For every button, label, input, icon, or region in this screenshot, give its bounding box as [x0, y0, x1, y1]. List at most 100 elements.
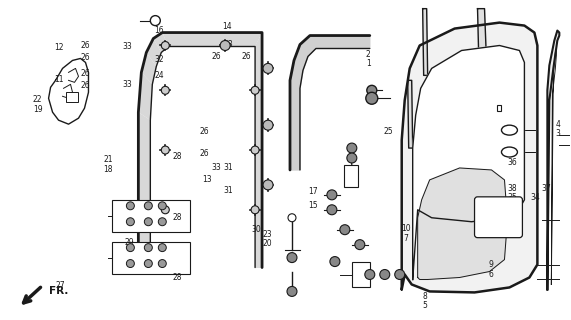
- Bar: [352, 261, 370, 287]
- Polygon shape: [138, 112, 150, 268]
- Text: 25: 25: [383, 127, 393, 136]
- Polygon shape: [548, 31, 560, 289]
- Polygon shape: [154, 33, 168, 52]
- Circle shape: [251, 146, 259, 154]
- Text: 26: 26: [80, 81, 90, 90]
- Text: 13: 13: [202, 175, 212, 184]
- Text: 3: 3: [556, 129, 560, 138]
- Circle shape: [340, 225, 350, 235]
- FancyBboxPatch shape: [475, 197, 522, 238]
- Text: 36: 36: [507, 158, 517, 167]
- Polygon shape: [138, 72, 152, 120]
- Text: 28: 28: [172, 152, 182, 161]
- Text: 26: 26: [80, 53, 90, 62]
- Text: 23: 23: [263, 230, 272, 239]
- Circle shape: [161, 42, 169, 50]
- Text: 33: 33: [122, 80, 132, 89]
- Circle shape: [126, 218, 134, 226]
- Text: 26: 26: [200, 149, 210, 158]
- Text: 35: 35: [507, 193, 517, 202]
- Circle shape: [161, 86, 169, 94]
- Text: 28: 28: [172, 273, 182, 282]
- Text: 9: 9: [488, 260, 493, 269]
- Text: 39: 39: [507, 148, 517, 157]
- Text: 37: 37: [541, 184, 551, 193]
- Text: 31: 31: [224, 163, 234, 172]
- Text: 31: 31: [224, 186, 234, 195]
- Text: 34: 34: [530, 193, 540, 202]
- Circle shape: [288, 214, 296, 222]
- Polygon shape: [142, 52, 156, 84]
- Circle shape: [330, 257, 340, 267]
- Text: 32: 32: [154, 55, 164, 64]
- Text: 33: 33: [211, 163, 221, 172]
- Circle shape: [161, 206, 169, 214]
- Polygon shape: [477, 9, 488, 88]
- Text: 29: 29: [124, 238, 134, 247]
- Text: 28: 28: [172, 213, 182, 222]
- Circle shape: [158, 202, 166, 210]
- Circle shape: [365, 269, 375, 279]
- Circle shape: [355, 240, 365, 250]
- Circle shape: [220, 41, 230, 51]
- Text: 26: 26: [211, 52, 221, 61]
- Polygon shape: [413, 45, 524, 279]
- Polygon shape: [423, 9, 428, 76]
- Text: 19: 19: [33, 105, 42, 114]
- Text: 16: 16: [154, 26, 164, 35]
- Circle shape: [287, 252, 297, 262]
- Text: 21: 21: [103, 156, 112, 164]
- Text: 12: 12: [55, 43, 64, 52]
- Bar: [344, 165, 358, 187]
- Circle shape: [144, 202, 152, 210]
- Circle shape: [263, 180, 273, 190]
- Text: 4: 4: [556, 120, 560, 129]
- Text: 27: 27: [56, 281, 65, 290]
- Text: FR.: FR.: [49, 286, 68, 296]
- Polygon shape: [402, 23, 537, 292]
- Text: 33: 33: [122, 42, 132, 52]
- Text: 22: 22: [33, 95, 42, 104]
- Text: 18: 18: [103, 165, 112, 174]
- Polygon shape: [497, 100, 502, 200]
- Circle shape: [126, 202, 134, 210]
- Polygon shape: [255, 33, 262, 268]
- Circle shape: [287, 286, 297, 296]
- Circle shape: [263, 120, 273, 130]
- Text: 5: 5: [423, 301, 428, 310]
- Circle shape: [327, 205, 337, 215]
- Text: 20: 20: [263, 239, 272, 248]
- Ellipse shape: [501, 125, 517, 135]
- Text: 1: 1: [365, 59, 371, 68]
- Text: 7: 7: [404, 234, 409, 243]
- Text: 38: 38: [508, 184, 517, 193]
- Polygon shape: [162, 33, 262, 46]
- Circle shape: [161, 146, 169, 154]
- Polygon shape: [417, 168, 508, 279]
- Circle shape: [144, 218, 152, 226]
- Circle shape: [158, 260, 166, 268]
- Circle shape: [158, 244, 166, 252]
- Text: 2: 2: [365, 50, 371, 59]
- Text: 33: 33: [224, 40, 234, 49]
- Circle shape: [366, 92, 378, 104]
- Text: 26: 26: [80, 69, 90, 78]
- Circle shape: [126, 244, 134, 252]
- Circle shape: [367, 85, 377, 95]
- Text: 15: 15: [308, 201, 317, 210]
- Polygon shape: [290, 36, 370, 170]
- Text: 26: 26: [242, 52, 252, 61]
- Circle shape: [327, 190, 337, 200]
- Circle shape: [144, 260, 152, 268]
- Text: 14: 14: [223, 22, 232, 31]
- Text: 6: 6: [488, 269, 493, 279]
- Ellipse shape: [501, 147, 517, 157]
- Circle shape: [251, 86, 259, 94]
- Text: 17: 17: [308, 187, 317, 196]
- Circle shape: [126, 260, 134, 268]
- Text: 30: 30: [251, 225, 261, 234]
- Circle shape: [150, 16, 160, 26]
- Bar: [112, 242, 190, 274]
- Bar: [112, 200, 190, 232]
- Circle shape: [380, 269, 390, 279]
